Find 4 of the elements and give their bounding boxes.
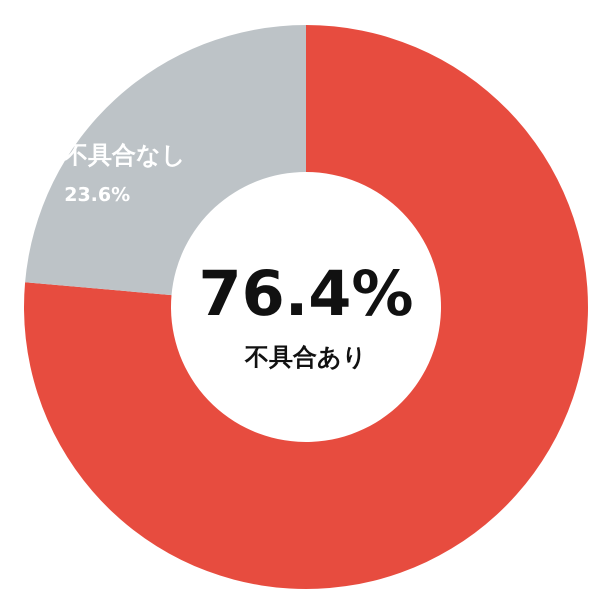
slice-label: 不具合あり bbox=[244, 343, 367, 371]
donut-slice bbox=[24, 25, 588, 589]
data-label: 76.4% bbox=[198, 257, 414, 330]
data-label: 23.6% bbox=[64, 184, 130, 206]
